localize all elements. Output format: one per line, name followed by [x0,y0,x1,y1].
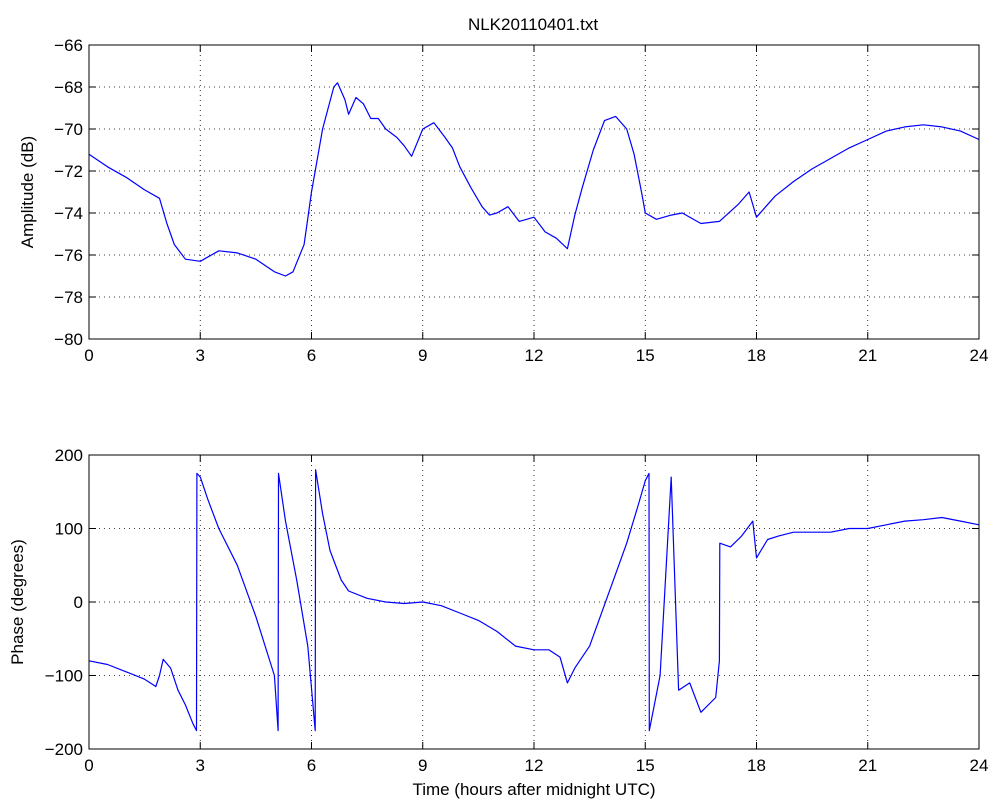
phase-y-tick-label: −200 [45,740,83,759]
phase-y-axis-label: Phase (degrees) [8,539,27,665]
phase-x-tick-label: 12 [525,756,544,775]
amplitude-axes: 0 3 6 9 12 15 18 21 24 −80 −78 −76 −74 −72 −70 −68 −66 Am… [18,36,988,365]
phase-x-tick-label: 21 [858,756,877,775]
phase-series-line [88,469,980,732]
phase-axes: 0 3 6 9 12 15 18 21 24 −200 −100 0 100 200 Phase (degr… [8,446,988,799]
phase-x-tick-label: 6 [307,756,316,775]
amplitude-x-tick-label: 12 [525,346,544,365]
phase-x-axis-label: Time (hours after midnight UTC) [412,780,655,799]
phase-x-tick-label: 24 [970,756,989,775]
amplitude-x-tick-label: 9 [418,346,427,365]
amplitude-x-tick-label: 0 [84,346,93,365]
amplitude-y-tick-label: −70 [54,120,83,139]
amplitude-x-tick-label: 15 [636,346,655,365]
amplitude-y-tick-label: −76 [54,246,83,265]
amplitude-y-tick-label: −72 [54,162,83,181]
amplitude-y-tick-label: −80 [54,330,83,349]
amplitude-x-tick-label: 3 [196,346,205,365]
amplitude-series-line [88,82,980,277]
amplitude-y-tick-label: −66 [54,36,83,55]
phase-y-tick-label: 200 [55,446,83,465]
phase-x-tick-label: 18 [747,756,766,775]
amplitude-y-axis-label: Amplitude (dB) [18,136,37,248]
phase-x-tick-label: 9 [418,756,427,775]
amplitude-y-tick-label: −74 [54,204,83,223]
amplitude-y-tick-label: −68 [54,78,83,97]
amplitude-plot-area [89,45,979,339]
phase-x-tick-label: 0 [84,756,93,775]
amplitude-x-tick-label: 18 [747,346,766,365]
amplitude-x-tick-label: 6 [307,346,316,365]
phase-y-tick-label: 100 [55,520,83,539]
amplitude-y-tick-label: −78 [54,288,83,307]
figure-title: NLK20110401.txt [468,15,598,34]
amplitude-x-tick-label: 24 [970,346,989,365]
phase-y-tick-label: 0 [74,593,83,612]
amplitude-x-tick-label: 21 [858,346,877,365]
phase-x-tick-label: 3 [196,756,205,775]
phase-y-tick-label: −100 [45,667,83,686]
phase-x-tick-label: 15 [636,756,655,775]
